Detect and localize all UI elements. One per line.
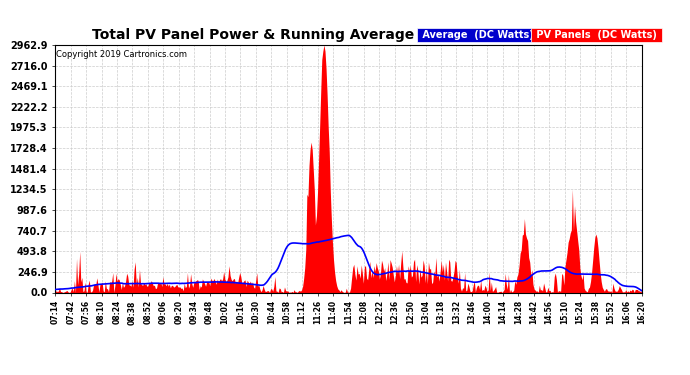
Text: PV Panels  (DC Watts): PV Panels (DC Watts) xyxy=(533,30,660,40)
Text: Average  (DC Watts): Average (DC Watts) xyxy=(419,30,537,40)
Text: Copyright 2019 Cartronics.com: Copyright 2019 Cartronics.com xyxy=(57,50,188,59)
Title: Total PV Panel Power & Running Average Power Mon Dec 2 16:25: Total PV Panel Power & Running Average P… xyxy=(92,28,604,42)
